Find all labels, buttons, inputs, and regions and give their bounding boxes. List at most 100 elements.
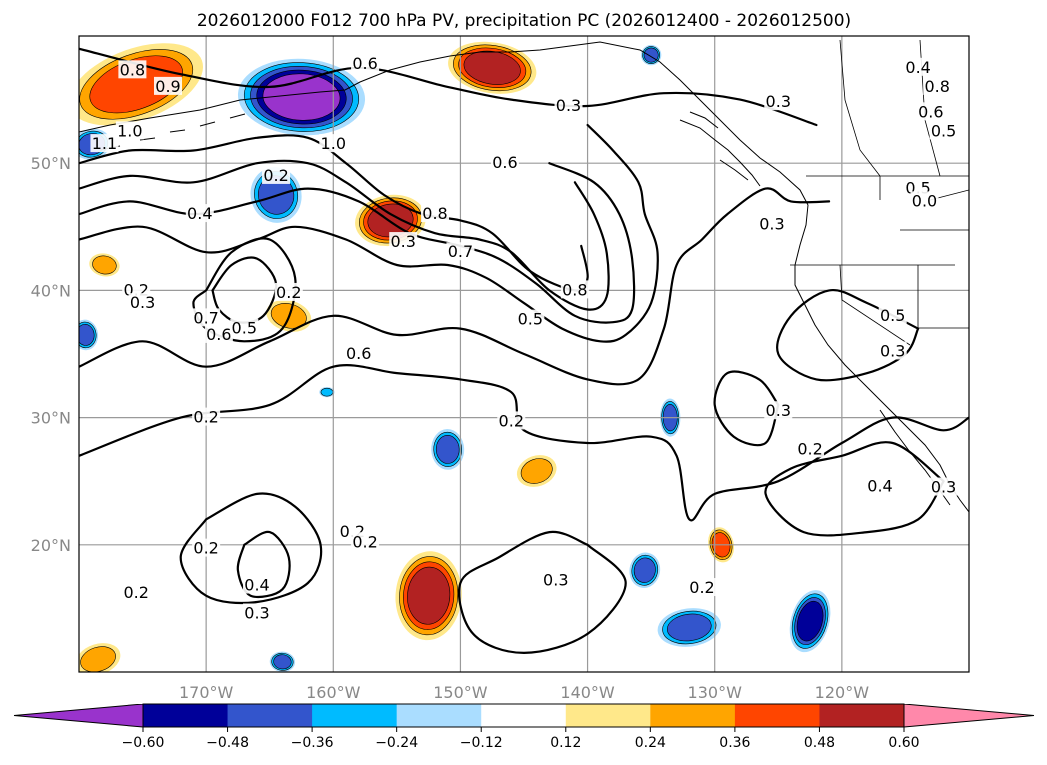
contour-label-halo [910, 191, 939, 210]
longitude-ticks: 170°W 160°W 150°W 140°W 130°W 120°W [179, 683, 869, 702]
lon-tick-label: 140°W [560, 683, 615, 702]
pv-contour-0_3 [713, 370, 780, 447]
contour-label-text: 0.2 [499, 411, 524, 430]
contour-label-text: 0.3 [766, 92, 791, 111]
pv-contour-0_6 [79, 162, 636, 324]
contour-label-halo [497, 411, 526, 430]
contour-label-text: 0.2 [263, 166, 288, 185]
contour-label-text: 0.5 [232, 319, 257, 338]
contour-label-halo [560, 280, 589, 299]
contour-label-halo [904, 57, 933, 76]
contour-label: 0.5 [516, 309, 545, 329]
contour-label-text: 0.2 [689, 578, 714, 597]
contour-label-text: 0.3 [880, 341, 905, 360]
coastline-alaska [79, 41, 809, 206]
contour-label: 0.8 [923, 76, 952, 96]
pv-contour-0_3 [458, 530, 627, 654]
contour-label: 0.5 [878, 305, 907, 325]
contour-label: 0.2 [192, 538, 221, 558]
colorbar: −0.60 −0.48 −0.36 −0.24 −0.12 0.12 0.24 0.36 0.4… [13, 703, 1035, 751]
contour-label-halo [128, 293, 157, 312]
contour-label: 0.3 [878, 341, 907, 360]
precip-level-ring [80, 646, 116, 672]
precip-region [79, 643, 121, 672]
contour-label: 0.4 [185, 204, 214, 223]
contour-label-halo [243, 575, 271, 594]
lat-tick-label: 30°N [31, 409, 71, 428]
contour-label: 0.9 [154, 76, 182, 96]
contour-label: 0.3 [389, 232, 418, 251]
contour-label-text: 0.9 [155, 77, 180, 96]
contour-label-halo [923, 76, 952, 95]
contour-label: 0.6 [344, 344, 373, 363]
precip-level-ring [435, 435, 460, 464]
colorbar-tick-label: 0.12 [550, 735, 581, 751]
pv-contour-0_4 [764, 441, 945, 537]
contour-label-halo [764, 401, 793, 420]
contour-label: 0.6 [204, 324, 233, 344]
contour-label-text: 0.4 [187, 204, 212, 223]
contour-label: 0.2 [262, 165, 291, 185]
contour-label: 1.0 [319, 134, 348, 153]
contour-label-halo [351, 532, 380, 551]
precip-level-ring [92, 255, 117, 275]
coastline-bc-islands [679, 111, 761, 187]
contour-label: 0.3 [929, 477, 958, 497]
contour-label-text: 0.8 [562, 280, 587, 299]
graticule [79, 36, 969, 672]
lon-tick-label: 160°W [306, 683, 361, 702]
colorbar-ticks: −0.60 −0.48 −0.36 −0.24 −0.12 0.12 0.24 0.36 0.4… [122, 727, 920, 751]
contour-label-halo [929, 477, 958, 496]
contour-label-text: 0.7 [193, 308, 218, 327]
map-frame [78, 35, 970, 673]
contour-label-halo [192, 538, 221, 557]
contour-label-halo [115, 121, 144, 140]
contour-label-text: 0.3 [130, 293, 155, 312]
contour-label: 0.2 [497, 411, 526, 430]
contour-label-text: 0.3 [766, 401, 791, 420]
contour-label-text: 0.0 [912, 191, 937, 210]
contour-label: 0.7 [446, 242, 475, 261]
contour-label: 0.3 [128, 293, 157, 312]
pv-contour-0_2 [79, 364, 969, 522]
contour-label-halo [757, 214, 786, 233]
contour-label-text: 0.5 [880, 306, 905, 325]
contour-label-text: 0.2 [797, 439, 822, 458]
colorbar-tick-label: −0.60 [122, 735, 165, 751]
contour-label-halo [796, 439, 825, 458]
contour-label-halo [929, 121, 958, 140]
contour-label: 0.8 [560, 280, 589, 299]
contour-label-halo [878, 305, 907, 324]
contour-label-halo [490, 153, 519, 172]
contour-label: 0.0 [910, 191, 939, 210]
colorbar-cell [819, 704, 905, 727]
coastline-us-west [794, 204, 969, 513]
colorbar-tick-label: −0.12 [460, 735, 503, 751]
contour-label-text: 0.4 [867, 476, 892, 495]
contour-label: 0.6 [351, 53, 380, 73]
contour-label: 0.8 [421, 204, 449, 223]
contour-label-halo [230, 318, 259, 337]
precip-region [448, 41, 537, 94]
lat-tick-label: 40°N [31, 281, 71, 300]
contour-label-text: 0.8 [120, 60, 145, 79]
contour-label-halo [90, 134, 119, 153]
contour-label-text: 1.1 [92, 134, 117, 153]
colorbar-cells [14, 704, 1034, 727]
precip-region [516, 455, 557, 487]
contour-label-text: 0.3 [759, 214, 784, 233]
contour-label: 0.7 [192, 308, 221, 327]
contour-label: 1.0 [115, 121, 144, 140]
contour-label-halo [344, 344, 373, 362]
contour-label-text: 0.3 [543, 570, 568, 589]
colorbar-tick-label: 0.24 [635, 735, 666, 751]
contour-label-halo [274, 282, 303, 301]
contour-label-halo [446, 242, 475, 261]
colorbar-extend-low [14, 704, 143, 727]
colorbar-cell [227, 704, 313, 727]
contour-label-text: 0.6 [346, 344, 371, 363]
contour-label: 0.3 [757, 214, 786, 233]
precip-level-ring [520, 458, 553, 484]
precip-region [789, 590, 831, 653]
